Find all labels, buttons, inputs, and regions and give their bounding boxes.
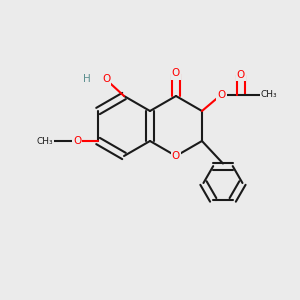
Text: O: O — [73, 136, 81, 146]
Text: O: O — [102, 74, 110, 85]
Text: CH₃: CH₃ — [36, 136, 53, 146]
Text: CH₃: CH₃ — [260, 90, 277, 99]
Text: O: O — [237, 70, 245, 80]
Text: O: O — [217, 89, 226, 100]
Text: O: O — [172, 68, 180, 79]
Text: H: H — [82, 74, 90, 85]
Text: O: O — [172, 151, 180, 161]
